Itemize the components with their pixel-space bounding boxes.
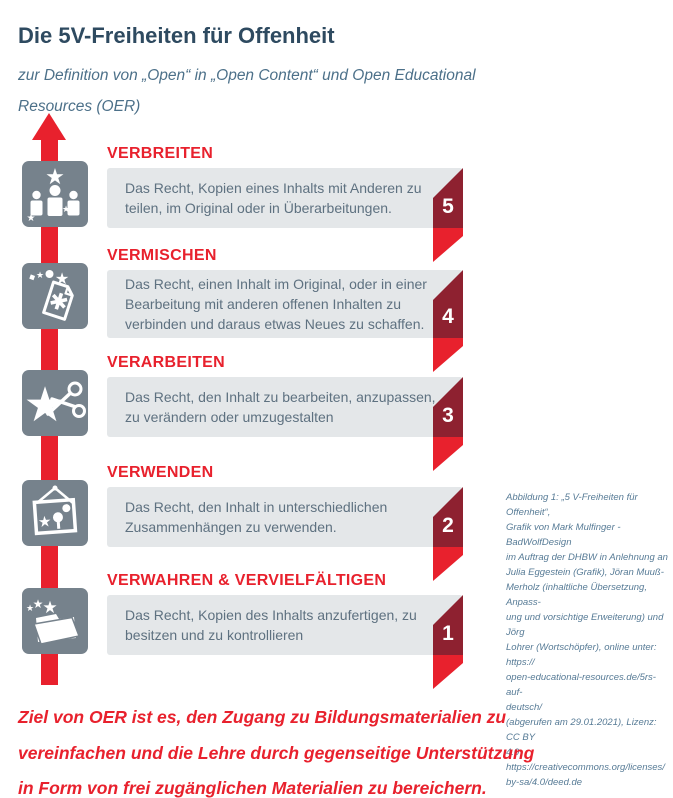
svg-text:★: ★	[27, 213, 36, 224]
svg-text:★: ★	[45, 165, 65, 190]
caption-line: open-educational-resources.de/5rs-auf-	[506, 672, 656, 698]
section-description-line: zu verändern oder umzugestalten	[125, 409, 334, 425]
svg-text:★: ★	[42, 598, 57, 618]
section-heading: VERMISCHEN	[107, 247, 217, 264]
figure-caption: Abbildung 1: „5 V-Freiheiten für Offenhe…	[506, 490, 670, 790]
rank-number: 2	[442, 514, 454, 537]
caption-line: Abbildung 1: „5 V-Freiheiten für Offenhe…	[506, 492, 638, 518]
rank-number: 5	[442, 195, 454, 218]
section-description-box: Das Recht, den Inhalt zu bearbeiten, anz…	[107, 377, 463, 437]
section-description-line: Das Recht, Kopien eines Inhalts mit Ande…	[125, 180, 422, 196]
rank-number: 1	[442, 622, 454, 645]
page-title: Die 5V-Freiheiten für Offenheit	[18, 22, 335, 48]
remix-tag-icon: ★ ★ ✱	[22, 263, 88, 329]
section-description-line: Das Recht, den Inhalt in unterschiedlich…	[125, 499, 388, 515]
caption-line: Lohrer (Wortschöpfer), online unter: htt…	[506, 642, 657, 668]
goal-line: in Form von frei zugänglichen Materialie…	[18, 778, 487, 798]
svg-text:★: ★	[33, 597, 44, 611]
section-description-line: besitzen und zu kontrollieren	[125, 627, 304, 643]
caption-line: deutsch/	[506, 702, 542, 713]
section-heading: VERARBEITEN	[107, 354, 225, 371]
rank-number: 4	[442, 305, 454, 328]
section-description-box: Das Recht, einen Inhalt im Original, ode…	[107, 270, 463, 338]
svg-text:★: ★	[62, 205, 70, 215]
hanging-frame-icon: ★	[22, 480, 88, 546]
section-description-box: Das Recht, Kopien eines Inhalts mit Ande…	[107, 168, 463, 228]
subtitle-line: Resources (OER)	[18, 98, 141, 115]
section-description-line: verbinden und daraus etwas Neues zu scha…	[125, 316, 425, 332]
goal-line: vereinfachen und die Lehre durch gegense…	[18, 742, 535, 763]
svg-text:★: ★	[37, 512, 52, 531]
oer-goal-statement: Ziel von OER ist es, den Zugang zu Bildu…	[18, 700, 534, 798]
open-folder-icon: ★ ★ ★	[22, 588, 88, 654]
section-heading: VERWENDEN	[107, 464, 214, 481]
caption-line: by-sa/4.0/deed.de	[506, 777, 583, 788]
up-arrow-head-icon	[32, 113, 66, 140]
group-sharing-icon: ★ ★ ★	[22, 161, 88, 227]
section-description-box: Das Recht, Kopien des Inhalts anzufertig…	[107, 595, 463, 655]
section-description-line: Zusammenhängen zu verwenden.	[125, 519, 337, 535]
section-description-line: Bearbeitung mit anderen offenen Inhalten…	[125, 296, 402, 312]
caption-line: ung und vorsichtige Erweiterung) und Jör…	[506, 612, 664, 638]
caption-line: im Auftrag der DHBW in Anlehnung an	[506, 552, 668, 563]
section-description-line: Das Recht, den Inhalt zu bearbeiten, anz…	[125, 389, 436, 405]
section-heading: VERBREITEN	[107, 145, 214, 162]
caption-line: Merholz (inhaltliche Übersetzung, Anpass…	[506, 582, 647, 608]
caption-line: (abgerufen am 29.01.2021), Lizenz: CC BY	[506, 717, 657, 743]
caption-line: Grafik von Mark Mulfinger - BadWolfDesig…	[506, 522, 621, 548]
svg-text:★: ★	[26, 604, 34, 614]
section-description-line: Das Recht, Kopien des Inhalts anzufertig…	[125, 607, 417, 623]
goal-line: Ziel von OER ist es, den Zugang zu Bildu…	[18, 707, 507, 727]
caption-line: 4.0 https://creativecommons.org/licenses…	[506, 747, 665, 773]
subtitle-line: zur Definition von „Open“ in „Open Conte…	[18, 67, 476, 84]
section-description-line: teilen, im Original oder in Überarbeitun…	[125, 200, 392, 216]
scissors-star-icon: ★	[22, 370, 88, 436]
caption-line: Julia Eggestein (Grafik), Jöran Muuß-	[506, 567, 664, 578]
section-description-line: Das Recht, einen Inhalt im Original, ode…	[125, 276, 427, 292]
section-description-box: Das Recht, den Inhalt in unterschiedlich…	[107, 487, 463, 547]
subtitle: zur Definition von „Open“ in „Open Conte…	[18, 60, 476, 122]
svg-text:★: ★	[36, 271, 44, 281]
section-heading: VERWAHREN & VERVIELFÄLTIGEN	[107, 572, 387, 589]
rank-number: 3	[442, 404, 454, 427]
